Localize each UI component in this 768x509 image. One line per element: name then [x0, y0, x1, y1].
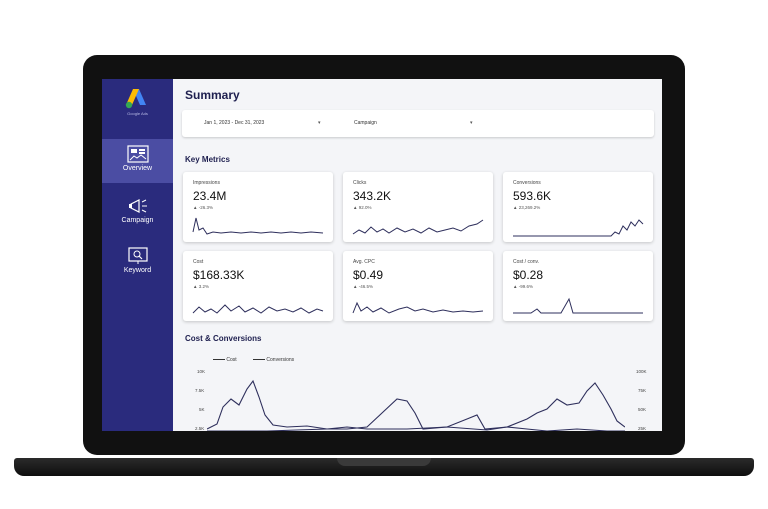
metric-delta: ▲ 92.0% — [353, 205, 372, 210]
legend-label: Conversions — [266, 357, 295, 363]
sidebar-item-label: Campaign — [121, 217, 154, 224]
sparkline — [513, 219, 644, 237]
laptop-notch — [337, 458, 431, 466]
y2-axis-tick: 50K — [638, 407, 647, 412]
laptop-base — [14, 458, 754, 476]
page-title: Summary — [185, 88, 240, 102]
y2-axis-tick: 25K — [638, 426, 647, 431]
dashboard-icon — [126, 145, 149, 163]
campaign-filter[interactable]: Campaign — [354, 120, 377, 126]
chevron-down-icon[interactable]: ▾ — [318, 120, 321, 126]
metric-value: 343.2K — [353, 189, 392, 203]
metric-card-clicks[interactable]: Clicks 343.2K ▲ 92.0% — [343, 172, 493, 242]
filter-bar: Jan 1, 2023 - Dec 31, 2023 ▾ Campaign ▾ — [182, 110, 654, 137]
metric-card-conversions[interactable]: Conversions 593.6K ▲ 23,269.2% — [503, 172, 653, 242]
keyword-icon — [127, 247, 148, 264]
metric-card-avg-cpc[interactable]: Avg. CPC $0.49 ▲ -46.5% — [343, 251, 493, 321]
y-axis-tick: 2.5K — [195, 426, 205, 431]
cost-conversions-chart — [207, 379, 625, 431]
date-range-filter[interactable]: Jan 1, 2023 - Dec 31, 2023 — [204, 120, 265, 126]
legend-line-icon — [213, 359, 225, 361]
legend-item-conversions: Conversions — [253, 357, 294, 363]
cost-line — [207, 379, 625, 430]
sidebar-item-overview[interactable]: Overview — [102, 139, 173, 183]
sparkline — [513, 297, 643, 314]
metric-value: $0.49 — [353, 268, 384, 282]
sparkline — [352, 301, 484, 314]
sparkline — [352, 219, 484, 235]
metric-card-impressions[interactable]: Impressions 23.4M ▲ -26.3% — [183, 172, 333, 242]
key-metrics-title: Key Metrics — [185, 155, 230, 164]
chevron-down-icon[interactable]: ▾ — [470, 120, 473, 126]
sidebar-item-campaign[interactable]: Campaign — [102, 191, 173, 235]
metric-label: Conversions — [513, 180, 541, 186]
y-axis-tick: 10K — [197, 369, 206, 374]
metric-delta: ▲ -99.6% — [513, 284, 533, 289]
metric-label: Avg. CPC — [353, 259, 375, 265]
metric-value: 593.6K — [513, 189, 552, 203]
y2-axis-tick: 100K — [636, 369, 647, 374]
metric-value: $0.28 — [513, 268, 544, 282]
sparkline — [192, 304, 324, 314]
metric-card-cost[interactable]: Cost $168.33K ▲ 3.2% — [183, 251, 333, 321]
conversions-line — [207, 426, 625, 431]
y2-axis-tick: 75K — [638, 388, 647, 393]
metric-label: Clicks — [353, 180, 367, 186]
legend-label: Cost — [226, 357, 237, 363]
google-ads-logo-icon — [125, 89, 146, 109]
sidebar-item-label: Overview — [122, 165, 153, 172]
cost-conversions-title: Cost & Conversions — [185, 334, 262, 343]
metric-value: $168.33K — [193, 268, 245, 282]
metric-value: 23.4M — [193, 189, 227, 203]
y-axis-tick: 7.5K — [195, 388, 205, 393]
metric-label: Impressions — [193, 180, 220, 186]
metric-delta: ▲ -46.5% — [353, 284, 373, 289]
legend-line-icon — [253, 359, 265, 361]
legend-item-cost: Cost — [213, 357, 237, 363]
metric-card-cost-per-conv[interactable]: Cost / conv. $0.28 ▲ -99.6% — [503, 251, 653, 321]
sidebar-item-label: Keyword — [123, 267, 152, 274]
logo-text: Google Ads — [127, 111, 148, 116]
main-content: Summary Jan 1, 2023 - Dec 31, 2023 ▾ Cam… — [173, 79, 662, 431]
metric-delta: ▲ -26.3% — [193, 205, 213, 210]
sidebar: Google Ads Overview Campaign — [102, 79, 173, 431]
metric-delta: ▲ 3.2% — [193, 284, 209, 289]
megaphone-icon — [128, 199, 147, 213]
sparkline — [192, 217, 324, 235]
metric-delta: ▲ 23,269.2% — [513, 205, 541, 210]
dashboard-screen: Google Ads Overview Campaign — [102, 79, 662, 431]
metric-label: Cost / conv. — [513, 259, 540, 265]
metric-label: Cost — [193, 259, 204, 265]
y-axis-tick: 5K — [199, 407, 205, 412]
sidebar-item-keyword[interactable]: Keyword — [102, 241, 173, 285]
